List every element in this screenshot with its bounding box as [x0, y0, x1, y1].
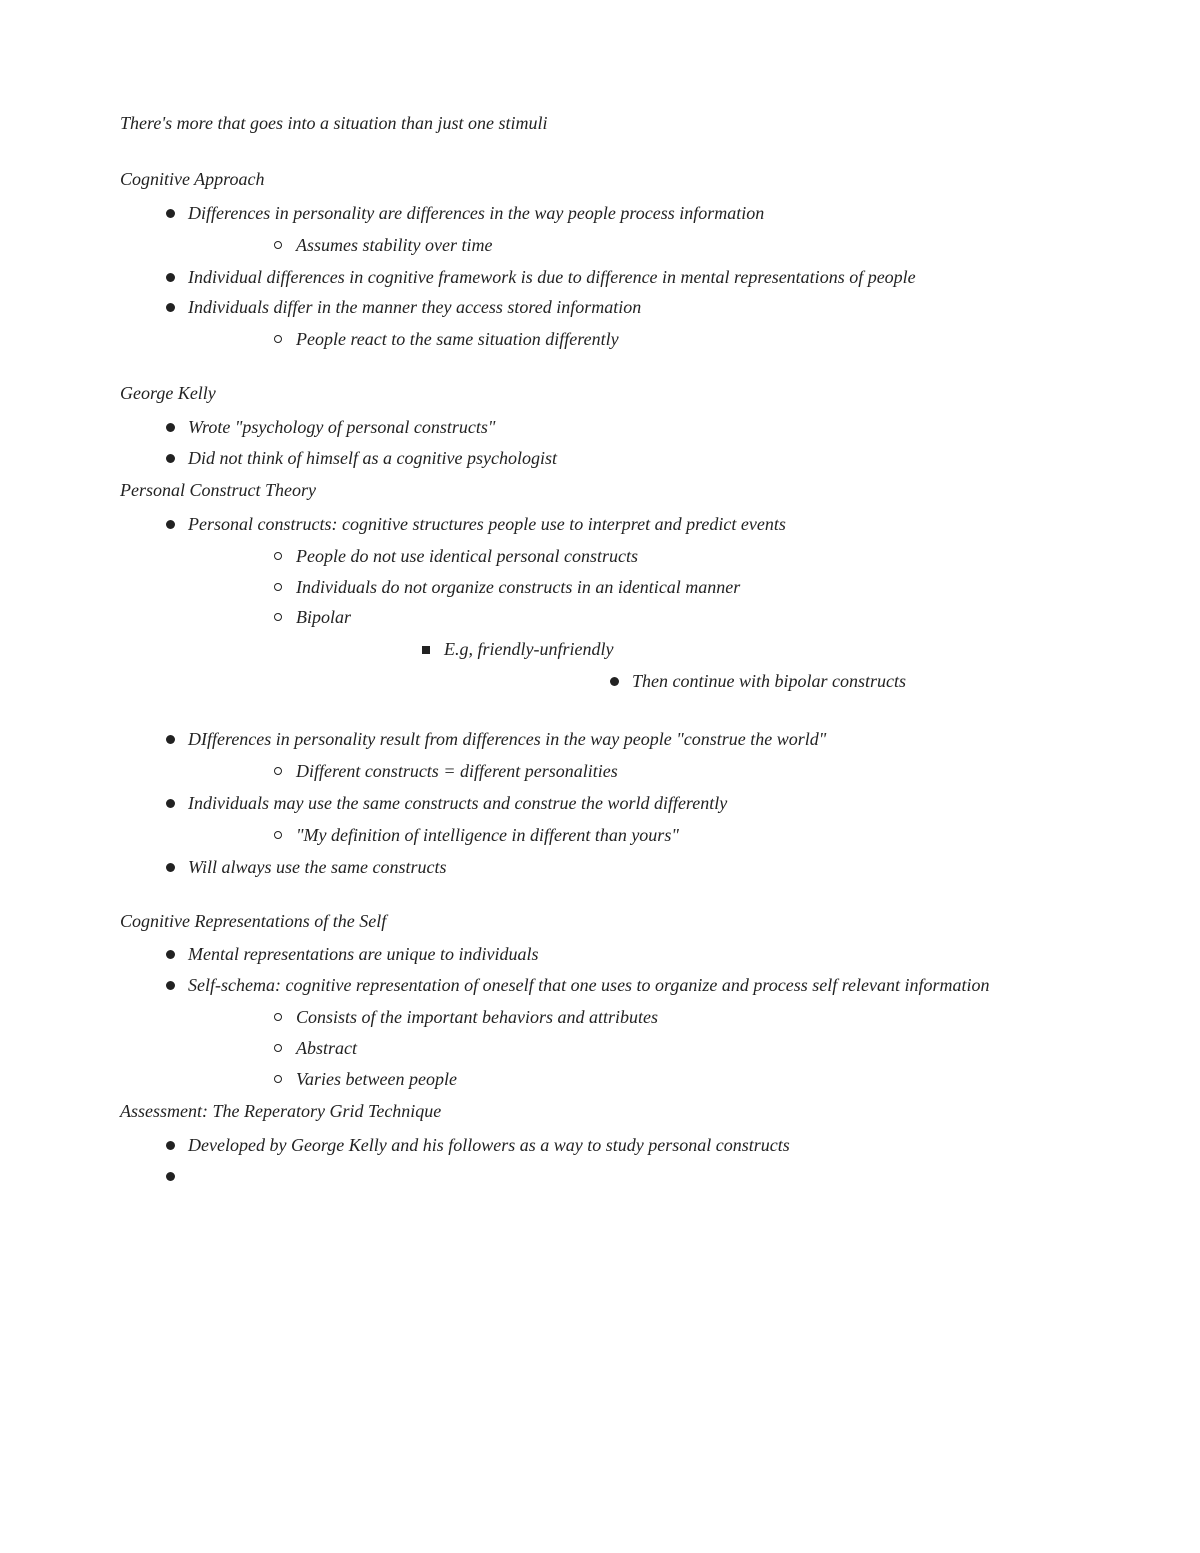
list-assessment: Developed by George Kelly and his follow… — [160, 1132, 1080, 1160]
list-item: Did not think of himself as a cognitive … — [160, 445, 1080, 473]
list-item: People react to the same situation diffe… — [268, 326, 1080, 354]
list-item-text: People react to the same situation diffe… — [296, 329, 619, 349]
list-item-text: Did not think of himself as a cognitive … — [188, 448, 557, 468]
list-item-text: "My definition of intelligence in differ… — [296, 825, 679, 845]
list-cognitive-approach: Differences in personality are differenc… — [160, 200, 1080, 354]
list-item-text: Then continue with bipolar constructs — [632, 671, 906, 691]
list-item: DIfferences in personality result from d… — [160, 726, 1080, 786]
list-george-kelly: Wrote "psychology of personal constructs… — [160, 414, 1080, 473]
list-item-text: Developed by George Kelly and his follow… — [188, 1135, 790, 1155]
list-item: Varies between people — [268, 1066, 1080, 1094]
list-item-text: Self-schema: cognitive representation of… — [188, 975, 990, 995]
list-item-text: People do not use identical personal con… — [296, 546, 638, 566]
list-item-text: Individuals do not organize constructs i… — [296, 577, 740, 597]
list-item: Mental representations are unique to ind… — [160, 941, 1080, 969]
list-item: Personal constructs: cognitive structure… — [160, 511, 1080, 696]
heading-assessment: Assessment: The Reperatory Grid Techniqu… — [120, 1098, 1080, 1126]
list-item-text: Mental representations are unique to ind… — [188, 944, 538, 964]
heading-cog-self: Cognitive Representations of the Self — [120, 908, 1080, 936]
list-item-text: Individual differences in cognitive fram… — [188, 267, 916, 287]
list-item-text: Individuals may use the same constructs … — [188, 793, 727, 813]
document-page: There's more that goes into a situation … — [0, 0, 1200, 1553]
list-item-text: Different constructs = different persona… — [296, 761, 618, 781]
list-item-text: Assumes stability over time — [296, 235, 492, 255]
list-cog-self: Mental representations are unique to ind… — [160, 941, 1080, 1093]
list-item-text: DIfferences in personality result from d… — [188, 729, 826, 749]
list-item: People do not use identical personal con… — [268, 543, 1080, 571]
list-item-text: Personal constructs: cognitive structure… — [188, 514, 786, 534]
list-item-text: Abstract — [296, 1038, 357, 1058]
list-item-text: Bipolar — [296, 607, 351, 627]
list-item-text: Wrote "psychology of personal constructs… — [188, 417, 495, 437]
list-item: Individuals do not organize constructs i… — [268, 574, 1080, 602]
list-item: Individuals may use the same constructs … — [160, 790, 1080, 850]
list-item-text: Will always use the same constructs — [188, 857, 446, 877]
list-item-text: E.g, friendly-unfriendly — [444, 639, 613, 659]
list-item: Individual differences in cognitive fram… — [160, 264, 1080, 292]
list-item: Self-schema: cognitive representation of… — [160, 972, 1080, 1094]
list-item-text: Consists of the important behaviors and … — [296, 1007, 658, 1027]
list-item-text: Varies between people — [296, 1069, 457, 1089]
list-item: "My definition of intelligence in differ… — [268, 822, 1080, 850]
list-item: Differences in personality are differenc… — [160, 200, 1080, 260]
list-item: Bipolar E.g, friendly-unfriendly Then co… — [268, 604, 1080, 696]
list-item: Individuals differ in the manner they ac… — [160, 294, 1080, 354]
list-item-text: Individuals differ in the manner they ac… — [188, 297, 641, 317]
list-item: Then continue with bipolar constructs — [604, 668, 1080, 696]
list-item: Different constructs = different persona… — [268, 758, 1080, 786]
list-item: Abstract — [268, 1035, 1080, 1063]
list-item: Assumes stability over time — [268, 232, 1080, 260]
list-item: E.g, friendly-unfriendly Then continue w… — [416, 636, 1080, 696]
intro-line: There's more that goes into a situation … — [120, 110, 1080, 138]
heading-cognitive-approach: Cognitive Approach — [120, 166, 1080, 194]
heading-pct: Personal Construct Theory — [120, 477, 1080, 505]
list-item: Consists of the important behaviors and … — [268, 1004, 1080, 1032]
list-item-text: Differences in personality are differenc… — [188, 203, 764, 223]
list-item: Wrote "psychology of personal constructs… — [160, 414, 1080, 442]
list-item: Developed by George Kelly and his follow… — [160, 1132, 1080, 1160]
list-pct-cont: DIfferences in personality result from d… — [160, 726, 1080, 881]
list-item: Will always use the same constructs — [160, 854, 1080, 882]
heading-george-kelly: George Kelly — [120, 380, 1080, 408]
list-pct: Personal constructs: cognitive structure… — [160, 511, 1080, 696]
